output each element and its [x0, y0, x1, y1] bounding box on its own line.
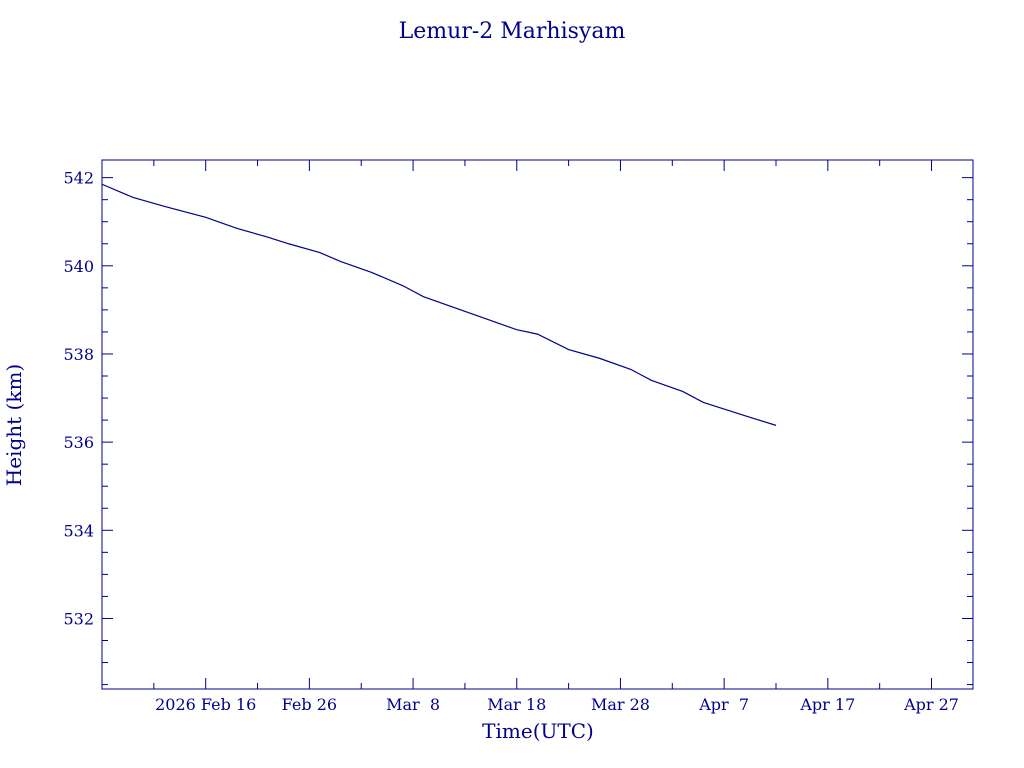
x-tick-label: Feb 26 [282, 695, 337, 714]
x-tick-label: Mar 28 [591, 695, 650, 714]
x-tick-label: Mar 18 [487, 695, 546, 714]
plot-area: 542 540 538 536 534 532 2026 Feb 16 Feb 26 Mar … [63, 159, 974, 714]
x-tick-label: Apr 17 [799, 695, 855, 714]
series-line [101, 183, 777, 426]
series-layer [101, 183, 777, 426]
chart-title: Lemur-2 Marhisyam [399, 19, 626, 44]
x-axis-ticks: 2026 Feb 16 Feb 26 Mar 8 Mar 18 Mar 28 Apr 7 A… [101, 160, 959, 714]
x-tick-label: Apr 7 [698, 695, 749, 714]
x-axis-title: Time(UTC) [482, 719, 594, 743]
plot-frame [101, 159, 974, 690]
y-axis-ticks: 542 540 538 536 534 532 [63, 169, 973, 686]
x-tick-label: Apr 27 [903, 695, 959, 714]
y-tick-label: 536 [63, 433, 94, 452]
x-tick-label: Mar 8 [386, 695, 440, 714]
y-tick-label: 532 [63, 609, 94, 628]
y-tick-label: 542 [63, 169, 94, 188]
y-tick-label: 534 [63, 521, 94, 540]
y-axis-title: Height (km) [2, 364, 26, 486]
y-tick-label: 538 [63, 345, 94, 364]
x-tick-label: 2026 Feb 16 [155, 695, 256, 714]
y-tick-label: 540 [63, 257, 94, 276]
